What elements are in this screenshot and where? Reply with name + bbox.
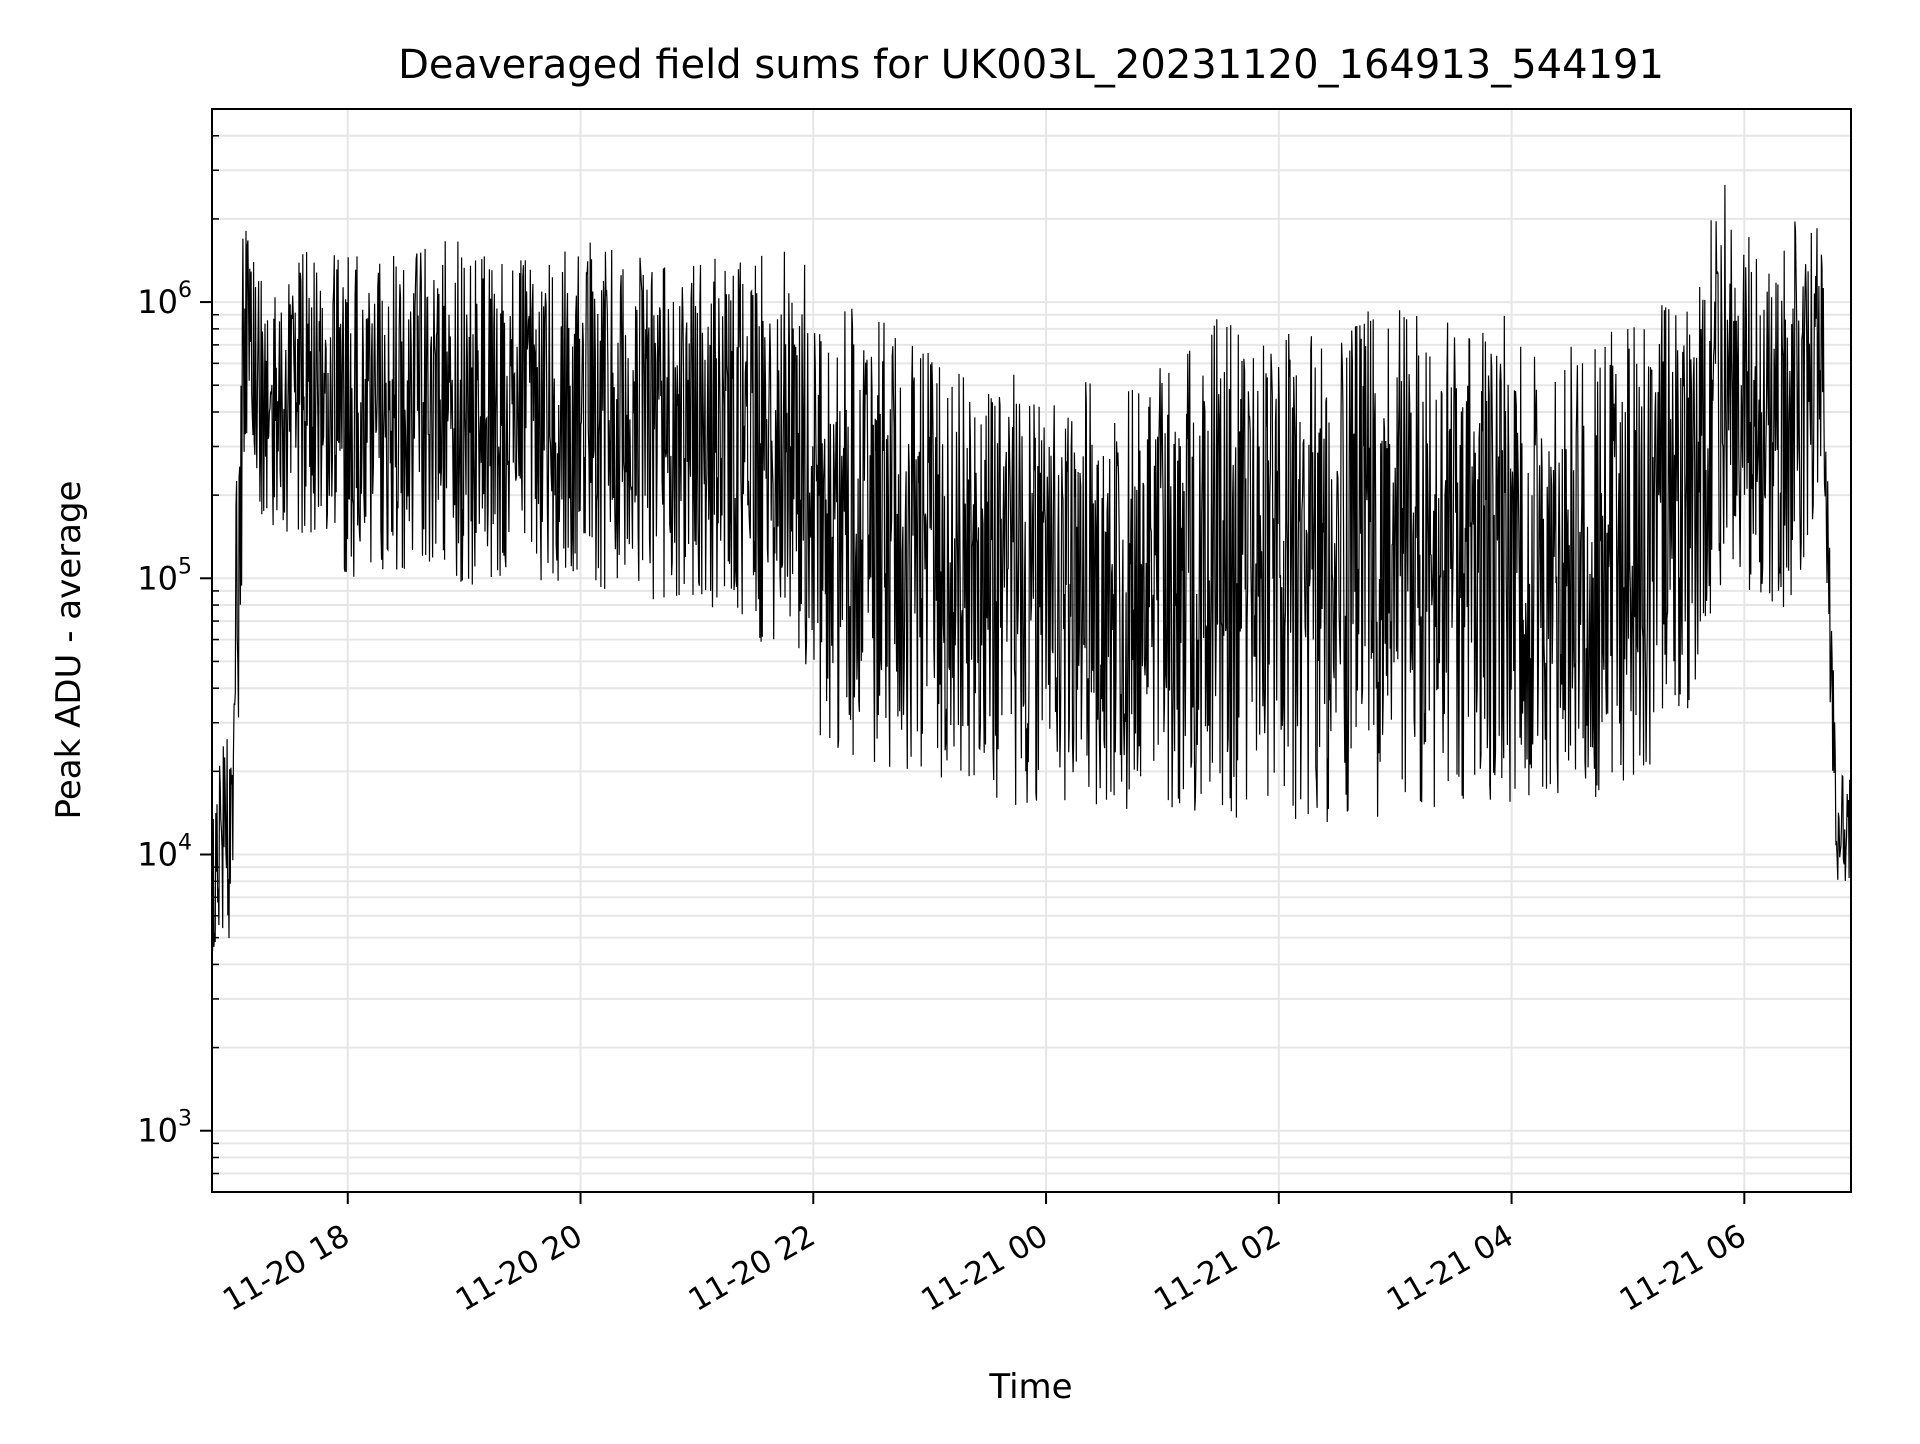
y-tick-label: 105: [137, 554, 192, 597]
y-tick-base: 10: [137, 283, 178, 321]
x-axis-label: Time: [988, 1367, 1072, 1407]
plot-frame: [211, 108, 1852, 1193]
series-line: [212, 184, 1851, 952]
series-layer: [212, 184, 1851, 952]
y-tick-label: 103: [137, 1107, 192, 1150]
y-tick-exponent: 4: [178, 831, 192, 856]
y-tick-label: 106: [137, 278, 192, 321]
y-tick-base: 10: [137, 1112, 178, 1150]
y-tick-base: 10: [137, 559, 178, 597]
y-tick-exponent: 5: [178, 554, 192, 579]
y-tick-exponent: 3: [178, 1107, 192, 1132]
y-tick-label: 104: [137, 831, 192, 874]
chart-title: Deaveraged field sums for UK003L_2023112…: [398, 42, 1664, 88]
y-axis-label: Peak ADU - average: [49, 481, 89, 820]
y-tick-base: 10: [137, 836, 178, 874]
y-tick-exponent: 6: [178, 278, 192, 303]
